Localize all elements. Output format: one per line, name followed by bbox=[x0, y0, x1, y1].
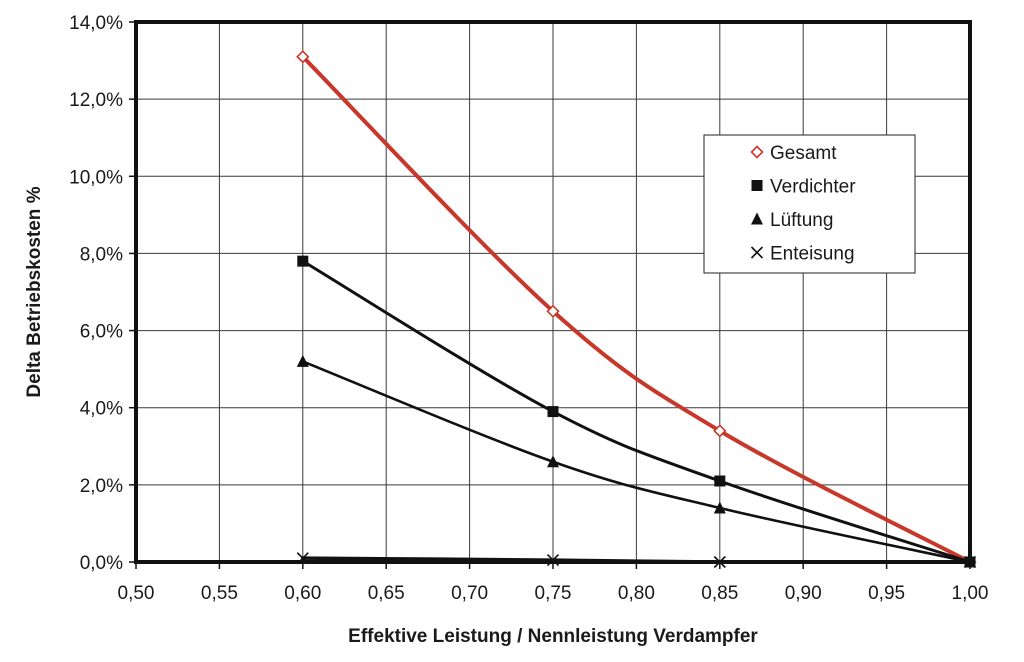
legend-marker-2 bbox=[751, 212, 763, 225]
data-point-2-2 bbox=[713, 501, 726, 514]
series-line-0 bbox=[300, 54, 972, 564]
legend-label-2: Lüftung bbox=[770, 210, 833, 231]
x-tick-label: 0,50 bbox=[118, 583, 155, 604]
y-tick-label: 10,0% bbox=[69, 167, 123, 188]
x-tick-label: 0,75 bbox=[535, 583, 572, 604]
legend-marker-3 bbox=[750, 246, 764, 259]
legend-box bbox=[703, 134, 916, 274]
y-tick-label: 0,0% bbox=[80, 553, 123, 574]
x-tick-label: 0,70 bbox=[451, 583, 488, 604]
legend-marker-1 bbox=[751, 180, 763, 191]
tick-labels: 0,50 0,55 0,60 0,65 0,70 0,75 0,80 0,85 0,90 0,95… bbox=[69, 13, 988, 604]
data-point-1-1 bbox=[547, 406, 559, 418]
y-tick-label: 4,0% bbox=[80, 399, 123, 420]
data-point-2-0 bbox=[296, 354, 309, 367]
y-tick-label: 8,0% bbox=[80, 244, 123, 265]
x-tick-label: 0,55 bbox=[201, 583, 238, 604]
x-tick-label: 1,00 bbox=[952, 583, 989, 604]
legend-label-3: Enteisung bbox=[770, 244, 855, 265]
x-tick-label: 0,85 bbox=[701, 583, 738, 604]
series-line-1 bbox=[301, 259, 972, 564]
data-point-1-2 bbox=[714, 475, 726, 487]
y-axis-title: Delta Betriebskosten % bbox=[24, 186, 45, 397]
y-tick-label: 12,0% bbox=[69, 90, 123, 111]
x-tick-label: 0,95 bbox=[868, 583, 905, 604]
series-line-2 bbox=[301, 360, 972, 564]
x-tick-label: 0,60 bbox=[284, 583, 321, 604]
data-point-1-0 bbox=[297, 255, 309, 267]
legend-label-0: Gesamt bbox=[770, 143, 837, 164]
data-point-0-0 bbox=[296, 50, 310, 64]
x-tick-label: 0,90 bbox=[785, 583, 822, 604]
x-tick-label: 0,65 bbox=[368, 583, 405, 604]
x-tick-label: 0,80 bbox=[618, 583, 655, 604]
data-point-2-1 bbox=[547, 455, 559, 468]
legend: Gesamt Verdichter Lüftung Enteisung bbox=[703, 134, 916, 274]
data-point-0-2 bbox=[713, 424, 727, 438]
y-tick-label: 14,0% bbox=[69, 13, 123, 34]
data-point-0-1 bbox=[546, 304, 560, 318]
grid bbox=[135, 21, 971, 563]
x-axis-title: Effektive Leistung / Nennleistung Verdam… bbox=[348, 626, 758, 647]
legend-marker-0 bbox=[750, 145, 764, 159]
y-tick-label: 6,0% bbox=[80, 322, 123, 343]
legend-label-1: Verdichter bbox=[770, 177, 856, 198]
y-tick-label: 2,0% bbox=[80, 476, 123, 497]
